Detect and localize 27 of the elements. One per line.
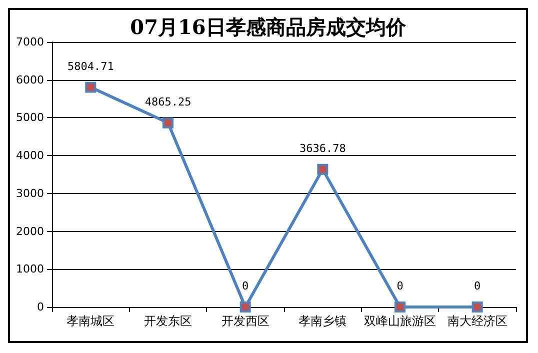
- y-tick-label: 7000: [16, 36, 44, 48]
- point: [472, 302, 483, 312]
- y-tick-label: 2000: [16, 224, 44, 238]
- data-label: 0: [474, 280, 481, 292]
- data-label: 0: [396, 280, 404, 292]
- chart-title: 07月16日孝感商品房成交均价: [130, 15, 407, 39]
- point: [394, 302, 406, 312]
- x-tick-label: 开发东区: [144, 314, 192, 328]
- y-tick-label: 0: [37, 300, 44, 314]
- x-tick-label: 双峰山旅游区: [364, 314, 436, 328]
- point: [162, 117, 174, 128]
- y-tick-label: 3000: [16, 186, 44, 200]
- y-tick-label: 1000: [16, 262, 44, 276]
- point: [317, 164, 328, 175]
- x-tick-label: 南大经济区: [447, 314, 508, 328]
- x-tick-label: 孝南乡镇: [298, 314, 347, 328]
- data-label: 5804.71: [67, 60, 114, 73]
- data-label: 0: [242, 280, 249, 292]
- x-tick-label: 孝南城区: [66, 314, 115, 328]
- point: [85, 82, 96, 93]
- x-tick-label: 开发西区: [221, 314, 270, 328]
- y-tick-label: 4000: [16, 149, 44, 162]
- y-tick-label: 6000: [16, 73, 44, 86]
- point: [240, 302, 251, 312]
- data-label: 3636.78: [299, 142, 346, 155]
- y-tick-label: 5000: [16, 111, 44, 124]
- data-label: 4865.25: [144, 95, 192, 108]
